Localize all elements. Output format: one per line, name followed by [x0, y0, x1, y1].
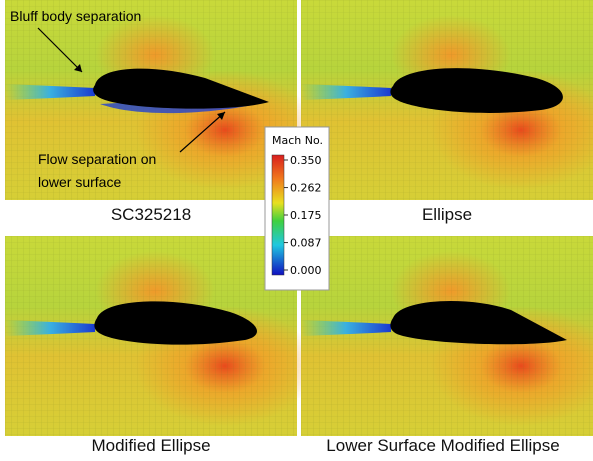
panel: [301, 0, 593, 200]
tick-label: 0.000: [290, 264, 322, 277]
tick-label: 0.087: [290, 237, 322, 250]
caption: Ellipse: [422, 205, 472, 224]
tick-label: 0.350: [290, 154, 322, 167]
tick-label: 0.262: [290, 182, 322, 195]
figure: Bluff body separation Flow separation on…: [0, 0, 593, 461]
panel: [301, 236, 593, 436]
annotation: Bluff body separation: [10, 8, 141, 24]
figure-canvas: Bluff body separation Flow separation on…: [0, 0, 593, 461]
caption: SC325218: [111, 205, 191, 224]
caption: Lower Surface Modified Ellipse: [326, 436, 559, 455]
annotation: Flow separation on: [38, 151, 156, 167]
caption: Modified Ellipse: [91, 436, 210, 455]
annotation: lower surface: [38, 174, 121, 190]
colorbar-scale: [272, 155, 284, 275]
tick-label: 0.175: [290, 209, 322, 222]
colorbar-title: Mach No.: [272, 134, 323, 147]
